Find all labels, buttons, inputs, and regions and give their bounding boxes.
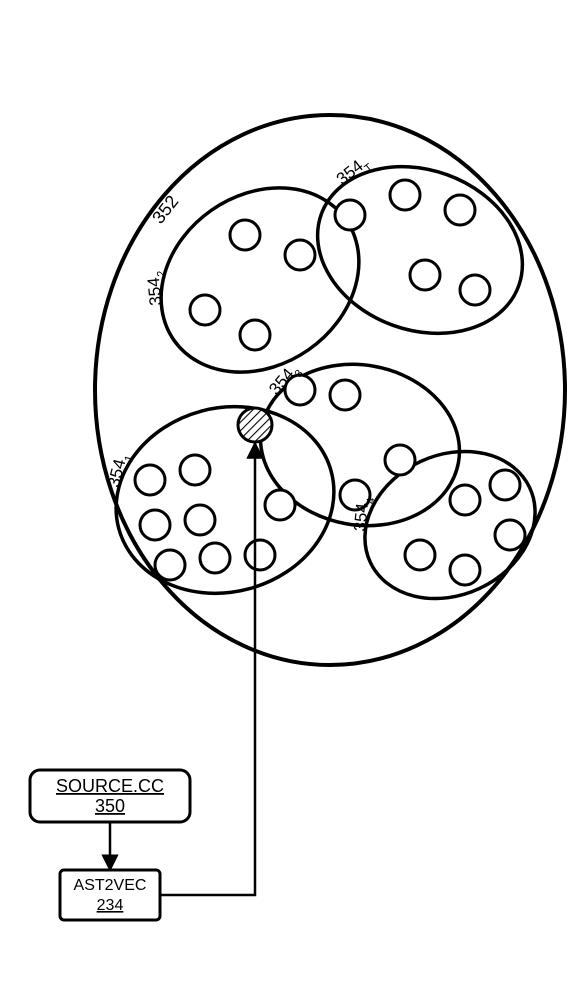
embedding-point xyxy=(490,470,520,500)
embedding-point xyxy=(450,555,480,585)
embedding-point xyxy=(335,200,365,230)
embedding-point xyxy=(385,445,415,475)
embedding-point xyxy=(180,455,210,485)
embedding-point xyxy=(390,180,420,210)
embedding-point xyxy=(405,540,435,570)
embedding-point xyxy=(190,295,220,325)
embedding-point xyxy=(135,465,165,495)
embedding-point xyxy=(185,505,215,535)
ast2vec-label: AST2VEC xyxy=(74,877,147,894)
embedding-point xyxy=(230,220,260,250)
embedding-point xyxy=(495,520,525,550)
embedding-point xyxy=(450,485,480,515)
embedding-point xyxy=(245,540,275,570)
embedding-point xyxy=(460,275,490,305)
embedding-points-group xyxy=(135,180,525,585)
embedding-point xyxy=(410,260,440,290)
embedding-point xyxy=(140,510,170,540)
source-file-refnum: 350 xyxy=(95,796,125,816)
embedding-space-label: 352 xyxy=(148,191,182,227)
embedding-point xyxy=(200,543,230,573)
ast2vec-box: AST2VEC 234 xyxy=(60,870,160,920)
embedding-point xyxy=(445,195,475,225)
embedding-point xyxy=(155,550,185,580)
cluster-label-c1: 3541 xyxy=(104,451,136,490)
embedding-point xyxy=(330,380,360,410)
embedding-point xyxy=(285,240,315,270)
source-file-box: SOURCE.CC 350 xyxy=(30,770,190,822)
embedding-point xyxy=(240,320,270,350)
target-embedding-point xyxy=(238,408,272,442)
source-file-label: SOURCE.CC xyxy=(56,776,164,796)
cluster-c2 xyxy=(125,150,395,410)
cluster-label-c2: 3542 xyxy=(143,270,170,306)
embedding-point xyxy=(265,490,295,520)
cluster-c1 xyxy=(95,383,355,618)
ast2vec-refnum: 234 xyxy=(97,897,124,914)
